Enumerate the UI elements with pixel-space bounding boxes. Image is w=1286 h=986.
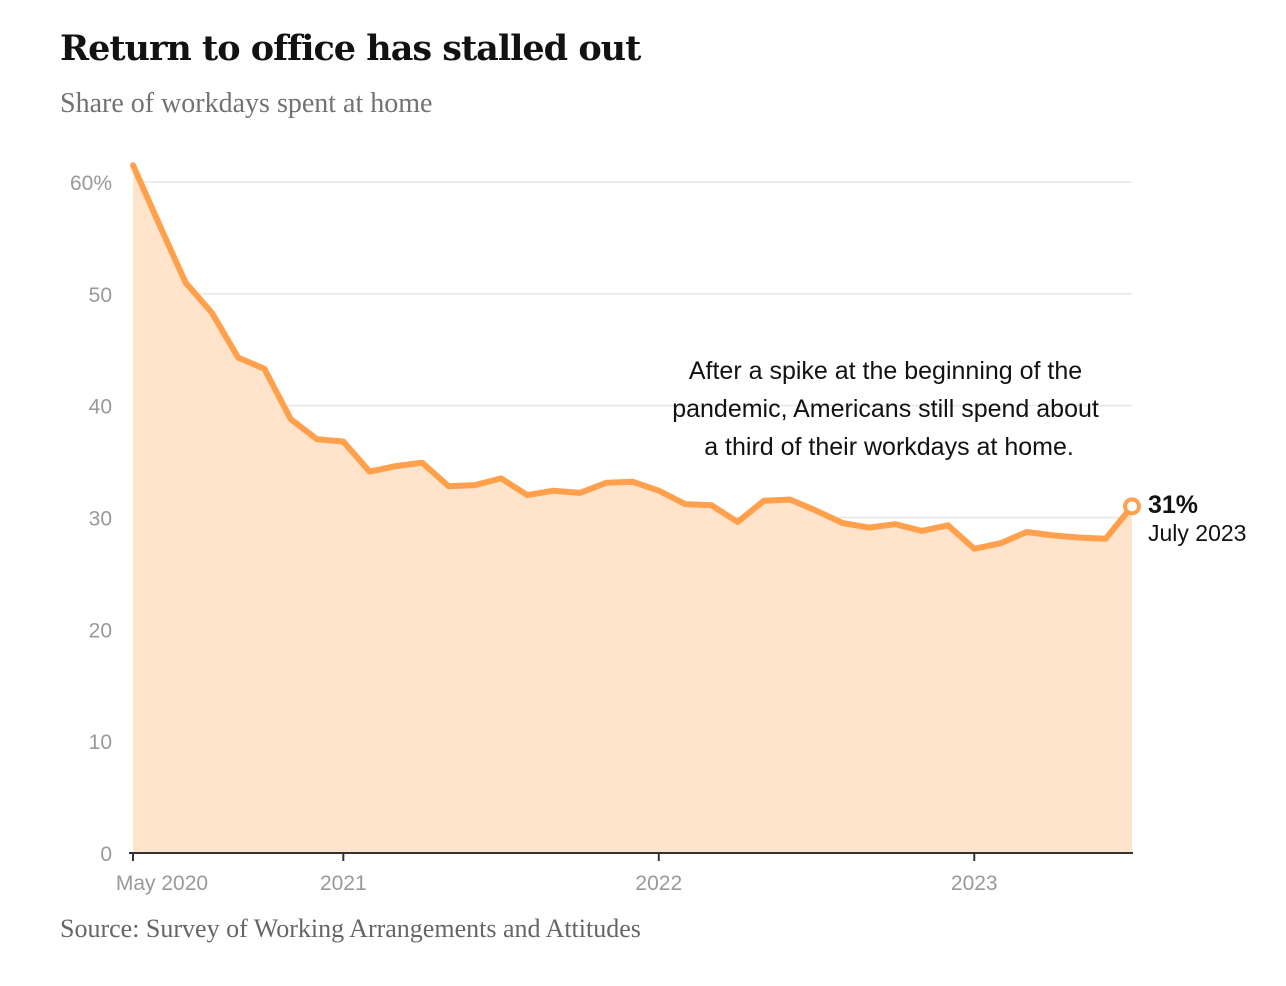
series-line xyxy=(130,162,1135,552)
y-tick-label: 40 xyxy=(89,396,112,419)
chart-title: Return to office has stalled out xyxy=(60,28,641,69)
annotation-line: pandemic, Americans still spend about xyxy=(672,395,1099,423)
x-tick-label: 2021 xyxy=(320,872,367,895)
x-tick-label: 2023 xyxy=(951,872,998,895)
y-tick-label: 20 xyxy=(89,619,112,642)
y-tick-label: 10 xyxy=(89,731,112,754)
y-tick-labels: 0 10 20 30 40 50 60% xyxy=(70,172,112,866)
y-tick-label: 50 xyxy=(89,284,112,307)
x-tick-label: May 2020 xyxy=(116,872,208,895)
chart-subtitle: Share of workdays spent at home xyxy=(60,88,433,119)
annotation-text: After a spike at the beginning of the pa… xyxy=(672,357,1106,461)
end-date-label: July 2023 xyxy=(1148,520,1246,546)
annotation-line: After a spike at the beginning of the xyxy=(689,357,1082,385)
x-tick-label: 2022 xyxy=(635,872,682,895)
annotation-line: a third of their workdays at home. xyxy=(704,433,1074,461)
y-tick-label: 0 xyxy=(100,843,112,866)
y-tick-label: 30 xyxy=(89,508,112,531)
end-value-label: 31% xyxy=(1148,491,1198,519)
source-note: Source: Survey of Working Arrangements a… xyxy=(60,914,641,943)
x-tick-marks xyxy=(132,853,976,861)
x-tick-labels: May 2020 2021 2022 2023 xyxy=(116,872,998,895)
y-tick-label: 60% xyxy=(70,172,112,195)
area-fill xyxy=(133,165,1132,853)
end-point-marker xyxy=(1123,497,1141,516)
